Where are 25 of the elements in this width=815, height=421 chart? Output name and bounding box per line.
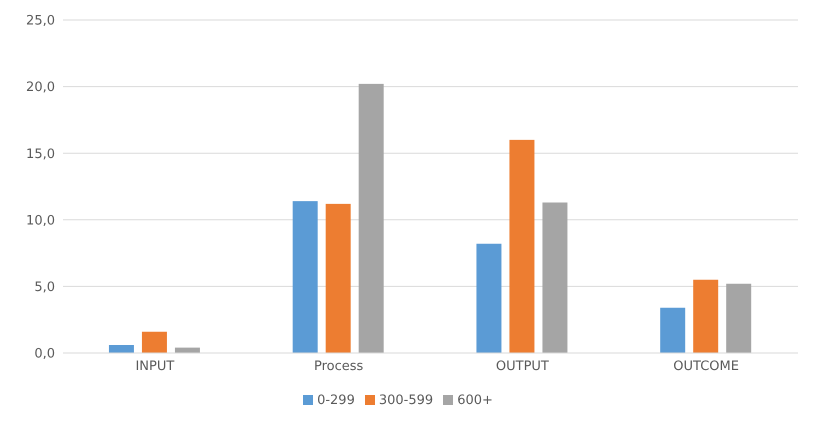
bar (142, 332, 167, 353)
bar (174, 348, 200, 353)
legend-label: 600+ (457, 393, 493, 408)
bar (509, 140, 534, 353)
bar (326, 204, 351, 353)
y-tick-label: 10,0 (26, 213, 55, 228)
x-tick-label: OUTPUT (496, 359, 549, 374)
bar (660, 308, 686, 353)
y-tick-label: 25,0 (26, 14, 55, 29)
bar (292, 201, 318, 353)
legend-label: 300-599 (378, 393, 434, 408)
bar (358, 84, 384, 353)
bar (476, 244, 502, 353)
legend-label: 0-299 (317, 393, 355, 408)
x-tick-label: Process (314, 359, 364, 374)
y-tick-label: 15,0 (26, 146, 55, 162)
bar (542, 202, 568, 353)
bar (726, 284, 752, 353)
y-tick-label: 0,0 (34, 346, 55, 362)
y-tick-label: 20,0 (26, 80, 55, 96)
y-tick-label: 5,0 (34, 280, 55, 296)
x-tick-label: INPUT (135, 359, 174, 374)
x-tick-label: OUTCOME (673, 359, 739, 374)
bar (108, 345, 134, 353)
bar (693, 280, 718, 353)
